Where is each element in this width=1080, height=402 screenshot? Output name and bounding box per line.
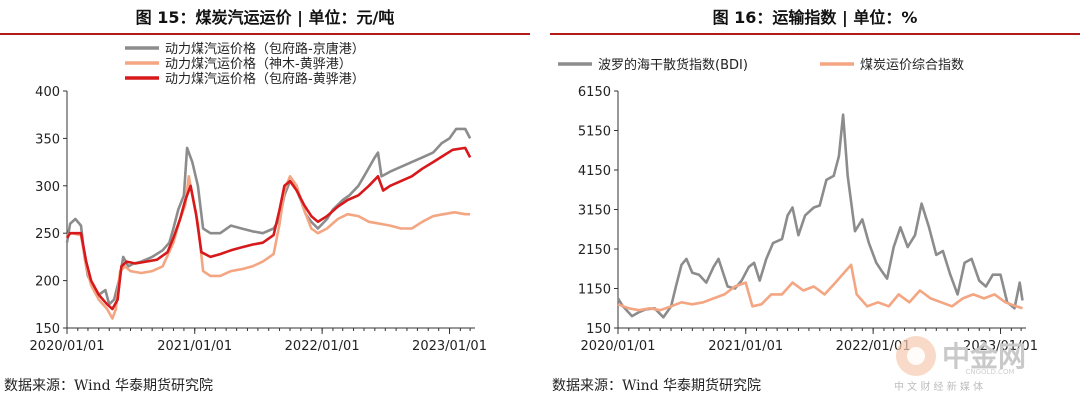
right-chart-legend-label-0: 波罗的海干散货指数(BDI)	[598, 57, 748, 73]
left-title-rule	[0, 33, 530, 35]
right-chart-y-tick-label: 6150	[578, 85, 611, 100]
right-chart-y-tick-label: 2150	[578, 243, 611, 258]
left-chart-x-tick-label: 2020/01/01	[30, 339, 105, 354]
left-chart-y-tick-label: 300	[35, 180, 60, 195]
left-chart-title: 图 15：煤炭汽运运价 | 单位：元/吨	[135, 8, 395, 27]
left-chart-legend-label-2: 动力煤汽运价格（包府路-黄骅港）	[165, 71, 365, 87]
right-source: 数据来源：Wind 华泰期货研究院	[552, 378, 762, 394]
right-chart-legend-label-1: 煤炭运价综合指数	[860, 58, 964, 73]
left-chart-x-tick-label: 2022/01/01	[285, 339, 360, 354]
left-chart: 150 200 250 300 350 400 2020/01/01 2021/01/01 20…	[30, 41, 487, 354]
watermark-logo-text: 中金网	[942, 340, 1026, 373]
right-chart-y-tick-label: 3150	[578, 204, 611, 219]
right-chart-x-tick-label: 2021/01/01	[708, 339, 783, 354]
left-chart-y-tick-label: 150	[35, 322, 60, 337]
left-chart-y-tick-label: 400	[35, 85, 60, 100]
right-chart-x-tick-label: 2023/01/01	[963, 339, 1038, 354]
watermark-sub: 中 文 财 经 新 媒 体	[894, 380, 983, 393]
right-chart-series-line-1	[617, 263, 1023, 312]
right-chart-y-tick-label: 1150	[578, 283, 611, 298]
right-chart-y-tick-label: 5150	[578, 125, 611, 140]
left-chart-legend-label-0: 动力煤汽运价格（包府路-京唐港）	[165, 41, 365, 57]
watermark-url: CNGOLD.COM	[965, 368, 1014, 376]
right-chart-y-tick-label: 150	[586, 322, 611, 337]
right-title-rule	[550, 33, 1080, 35]
right-chart-y-tick-label: 4150	[578, 164, 611, 179]
left-chart-x-tick-label: 2021/01/01	[157, 339, 232, 354]
right-chart: 150 1150 2150 3150 4150 5150 6150 2020/01/01 202…	[558, 57, 1038, 354]
right-chart-title: 图 16：运输指数 | 单位：%	[712, 8, 918, 27]
left-chart-series-line-1	[66, 175, 471, 320]
left-source: 数据来源：Wind 华泰期货研究院	[4, 378, 214, 394]
watermark-logo: 中金网 CNGOLD.COM 中 文 财 经 新 媒 体	[894, 336, 1026, 393]
left-chart-legend-label-1: 动力煤汽运价格（神木-黄骅港）	[165, 56, 352, 72]
left-chart-y-tick-label: 350	[35, 132, 60, 147]
left-chart-x-tick-label: 2023/01/01	[412, 339, 487, 354]
right-chart-series-line-0	[616, 113, 1024, 319]
left-chart-y-tick-label: 250	[35, 227, 60, 242]
left-chart-series-line-2	[65, 146, 472, 311]
right-chart-x-tick-label: 2020/01/01	[581, 339, 656, 354]
right-chart-x-tick-label: 2022/01/01	[836, 339, 911, 354]
left-chart-series-line-0	[65, 127, 472, 306]
left-chart-y-tick-label: 200	[35, 275, 60, 290]
